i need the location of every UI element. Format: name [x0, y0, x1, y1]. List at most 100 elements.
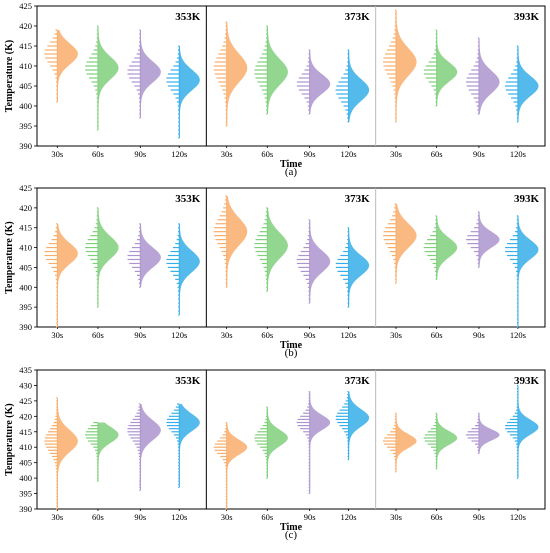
histogram-bar [85, 250, 98, 253]
histogram-bar [347, 239, 349, 241]
histogram-bar [167, 254, 180, 257]
histogram-bar [224, 262, 227, 265]
histogram-bar [505, 81, 518, 83]
histogram-bar [264, 421, 268, 424]
histogram-bar [387, 223, 396, 225]
histogram-bar [435, 415, 437, 417]
histogram-bar [473, 97, 479, 99]
histogram-bar [168, 415, 180, 417]
histogram-bar [394, 25, 396, 27]
y-tick-label: 400 [19, 473, 32, 483]
histogram-bar [516, 274, 518, 276]
histogram-bar [170, 69, 180, 71]
histogram-bar [222, 45, 227, 47]
panel-temperature-label: 373K [345, 375, 371, 387]
histogram-bar [223, 254, 227, 257]
histogram-bar [48, 243, 58, 245]
histogram-bar [476, 57, 479, 59]
histogram-bar [512, 262, 518, 265]
histogram-bar [387, 434, 396, 436]
histogram-bar [432, 231, 437, 233]
histogram-bar [516, 449, 518, 451]
histogram-bar [345, 400, 349, 402]
histogram-bar [471, 93, 479, 95]
histogram-bar [266, 282, 268, 284]
histogram-bar [225, 117, 227, 119]
panel-temperature-label: 373K [345, 11, 371, 23]
histogram-bar [394, 270, 396, 272]
histogram-bar [257, 81, 268, 83]
histogram-bar [266, 207, 268, 209]
violin-393K-60s [436, 413, 458, 469]
histogram-bar [134, 270, 141, 272]
histogram-bar [220, 455, 227, 458]
histogram-bar [263, 223, 268, 225]
histogram-bar [516, 455, 518, 458]
histogram-bar [434, 421, 437, 424]
histogram-bar [225, 29, 227, 31]
y-tick-label: 420 [19, 203, 32, 213]
histogram-bar [347, 449, 349, 451]
histogram-bar [297, 425, 310, 427]
histogram-bar [92, 231, 98, 233]
histogram-bar [435, 105, 437, 107]
histogram-bar [303, 431, 310, 433]
histogram-bar [137, 409, 141, 411]
histogram-bar [516, 446, 518, 448]
histogram-bar [347, 391, 349, 393]
histogram-bar [468, 73, 479, 75]
histogram-bar [96, 465, 98, 467]
histogram-bar [394, 458, 396, 461]
histogram-bar [337, 270, 349, 272]
violin-373K-30s [226, 22, 248, 126]
histogram-bar [129, 65, 141, 67]
x-tick-label: 90s [304, 149, 316, 159]
histogram-bar [96, 37, 98, 39]
histogram-bar [178, 449, 180, 451]
histogram-bar [515, 105, 518, 107]
histogram-bar [473, 65, 479, 67]
histogram-bar [265, 418, 268, 421]
histogram-bar [346, 243, 349, 245]
violin-393K-120s [517, 215, 539, 327]
histogram-bar [514, 412, 518, 414]
histogram-bar [435, 41, 437, 43]
x-tick-label: 60s [92, 512, 104, 522]
x-tick-label: 120s [171, 512, 187, 522]
histogram-bar [345, 434, 349, 436]
y-tick-label: 425 [19, 1, 32, 11]
histogram-bar [307, 61, 310, 63]
x-tick-label: 30s [51, 330, 63, 340]
histogram-bar [515, 65, 518, 67]
histogram-bar [55, 29, 58, 31]
histogram-bar [139, 227, 141, 229]
histogram-bar [222, 89, 227, 91]
histogram-bar [465, 81, 479, 83]
histogram-bar [435, 33, 437, 35]
violin-353K-60s [97, 422, 119, 482]
histogram-bar [177, 231, 180, 233]
histogram-bar [55, 231, 58, 233]
histogram-bar [225, 274, 227, 276]
histogram-bar [44, 254, 58, 257]
x-tick-label: 30s [221, 512, 233, 522]
histogram-bar [298, 77, 310, 79]
histogram-bar [175, 243, 180, 245]
panel-temperature-label: 353K [175, 11, 201, 23]
x-tick-label: 120s [171, 330, 187, 340]
y-tick-label: 410 [19, 442, 32, 452]
histogram-bar [303, 274, 310, 276]
histogram-bar [168, 428, 180, 430]
histogram-bar [54, 33, 58, 35]
histogram-bar [308, 109, 310, 111]
histogram-bar [432, 262, 437, 265]
histogram-bar [225, 492, 227, 495]
histogram-bar [470, 246, 479, 249]
histogram-bar [394, 117, 396, 119]
x-tick-label: 30s [221, 330, 233, 340]
histogram-bar [393, 258, 396, 261]
histogram-bar [385, 243, 396, 245]
histogram-bar [296, 262, 310, 265]
histogram-bar [301, 93, 310, 95]
histogram-bar [266, 474, 268, 476]
